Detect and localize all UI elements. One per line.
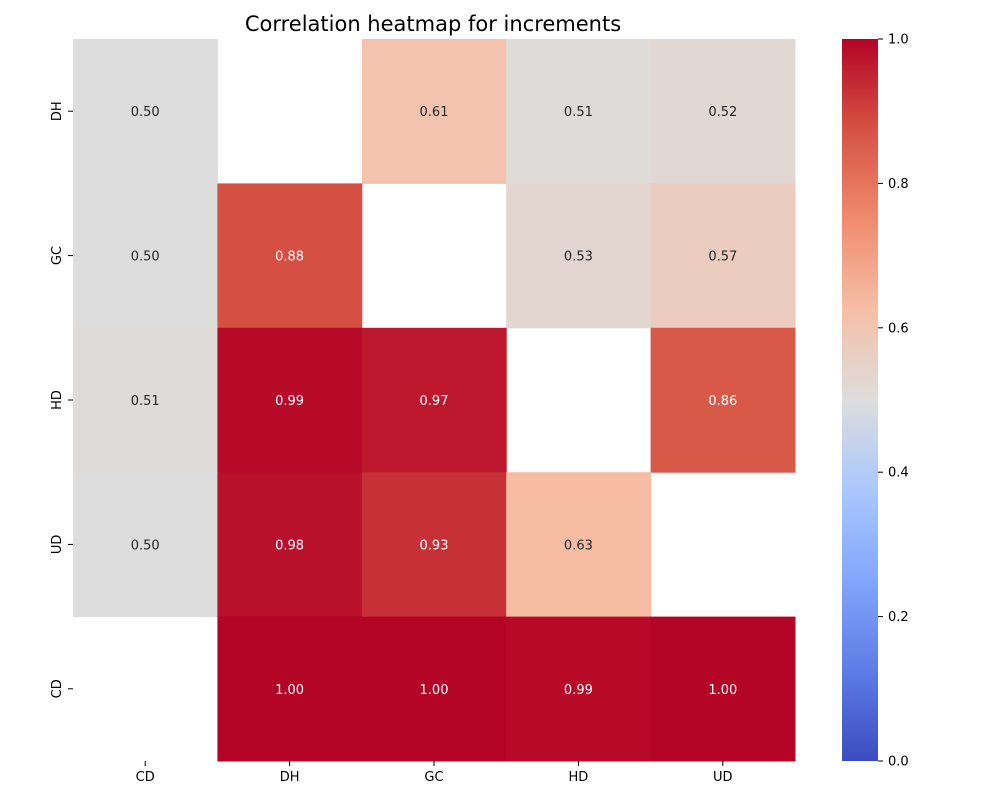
x-axis: CD DH GC HD UD xyxy=(136,761,733,785)
heatmap-cell-CD-GC xyxy=(361,616,507,762)
heatmap-cell-label-CD-UD: 1.00 xyxy=(708,683,737,698)
heatmap-cell-label-HD-DH: 0.99 xyxy=(275,394,304,409)
heatmap-cell-label-GC-DH: 0.88 xyxy=(275,250,304,265)
heatmap-cell-label-CD-DH: 1.00 xyxy=(275,683,304,698)
x-tick-label-CD: CD xyxy=(136,770,155,785)
heatmap-cell-label-DH-HD: 0.51 xyxy=(564,105,593,120)
heatmap-cell-label-CD-GC: 1.00 xyxy=(420,683,449,698)
heatmap-cell-GC-DH xyxy=(217,183,363,329)
heatmap-cell-CD-DH xyxy=(217,616,363,762)
heatmap-cell-label-GC-HD: 0.53 xyxy=(564,250,593,265)
heatmap-cell-label-HD-UD: 0.86 xyxy=(708,394,737,409)
heatmap-cell-UD-DH xyxy=(217,472,363,618)
colorbar-tick-label-0: 0.0 xyxy=(888,755,909,770)
heatmap-cell-GC-CD xyxy=(73,183,218,329)
heatmap-cell-HD-UD xyxy=(650,327,796,473)
heatmap-cell-DH-CD xyxy=(73,39,218,184)
heatmap-cell-HD-CD xyxy=(73,327,218,473)
colorbar-tick-label-1: 0.2 xyxy=(888,610,909,625)
heatmap-cell-HD-GC xyxy=(361,327,507,473)
x-tick-label-DH: DH xyxy=(280,770,300,785)
heatmap-cell-label-UD-HD: 0.63 xyxy=(564,538,593,553)
colorbar-tick-label-4: 0.8 xyxy=(888,177,909,192)
x-tick-label-UD: UD xyxy=(713,770,733,785)
heatmap-cell-label-UD-DH: 0.98 xyxy=(275,538,304,553)
chart-title: Correlation heatmap for increments xyxy=(245,12,621,36)
colorbar-gradient xyxy=(842,39,878,761)
heatmap-cell-label-UD-CD: 0.50 xyxy=(131,538,160,553)
colorbar-tick-label-3: 0.6 xyxy=(888,321,909,336)
x-tick-label-HD: HD xyxy=(569,770,589,785)
colorbar-tick-label-2: 0.4 xyxy=(888,466,909,481)
colorbar: 0.0 0.2 0.4 0.6 0.8 1.0 xyxy=(842,33,909,770)
heatmap-cell-UD-CD xyxy=(73,472,218,618)
y-tick-label-HD: HD xyxy=(50,390,65,410)
y-tick-label-CD: CD xyxy=(50,679,65,698)
heatmap-cell-HD-DH xyxy=(217,327,363,473)
heatmap-cell-DH-GC xyxy=(361,39,507,184)
heatmap-cells: 0.50 0.61 0.51 0.52 0.50 0.88 0.53 0.57 0.51 0.99… xyxy=(73,39,796,762)
heatmap-cell-label-GC-CD: 0.50 xyxy=(131,250,160,265)
heatmap-cell-UD-HD xyxy=(506,472,652,618)
heatmap-cell-label-HD-GC: 0.97 xyxy=(420,394,449,409)
y-tick-label-UD: UD xyxy=(50,535,65,555)
heatmap-cell-UD-GC xyxy=(361,472,507,618)
heatmap-cell-label-DH-UD: 0.52 xyxy=(708,105,737,120)
heatmap-cell-label-CD-HD: 0.99 xyxy=(564,683,593,698)
heatmap-cell-DH-UD xyxy=(650,39,796,184)
heatmap-cell-label-GC-UD: 0.57 xyxy=(708,250,737,265)
x-tick-label-GC: GC xyxy=(424,770,443,785)
heatmap-cell-DH-HD xyxy=(506,39,652,184)
heatmap-cell-CD-HD xyxy=(506,616,652,762)
y-tick-label-DH: DH xyxy=(50,101,65,121)
heatmap-cell-GC-HD xyxy=(506,183,652,329)
colorbar-tick-label-5: 1.0 xyxy=(888,33,909,48)
heatmap-cell-CD-UD xyxy=(650,616,796,762)
y-tick-label-GC: GC xyxy=(50,246,65,265)
heatmap-cell-label-HD-CD: 0.51 xyxy=(131,394,160,409)
heatmap-cell-label-DH-GC: 0.61 xyxy=(420,105,449,120)
heatmap-cell-GC-UD xyxy=(650,183,796,329)
y-axis: DH GC HD UD CD xyxy=(50,101,73,698)
heatmap-cell-label-UD-GC: 0.93 xyxy=(420,538,449,553)
heatmap-cell-label-DH-CD: 0.50 xyxy=(131,105,160,120)
